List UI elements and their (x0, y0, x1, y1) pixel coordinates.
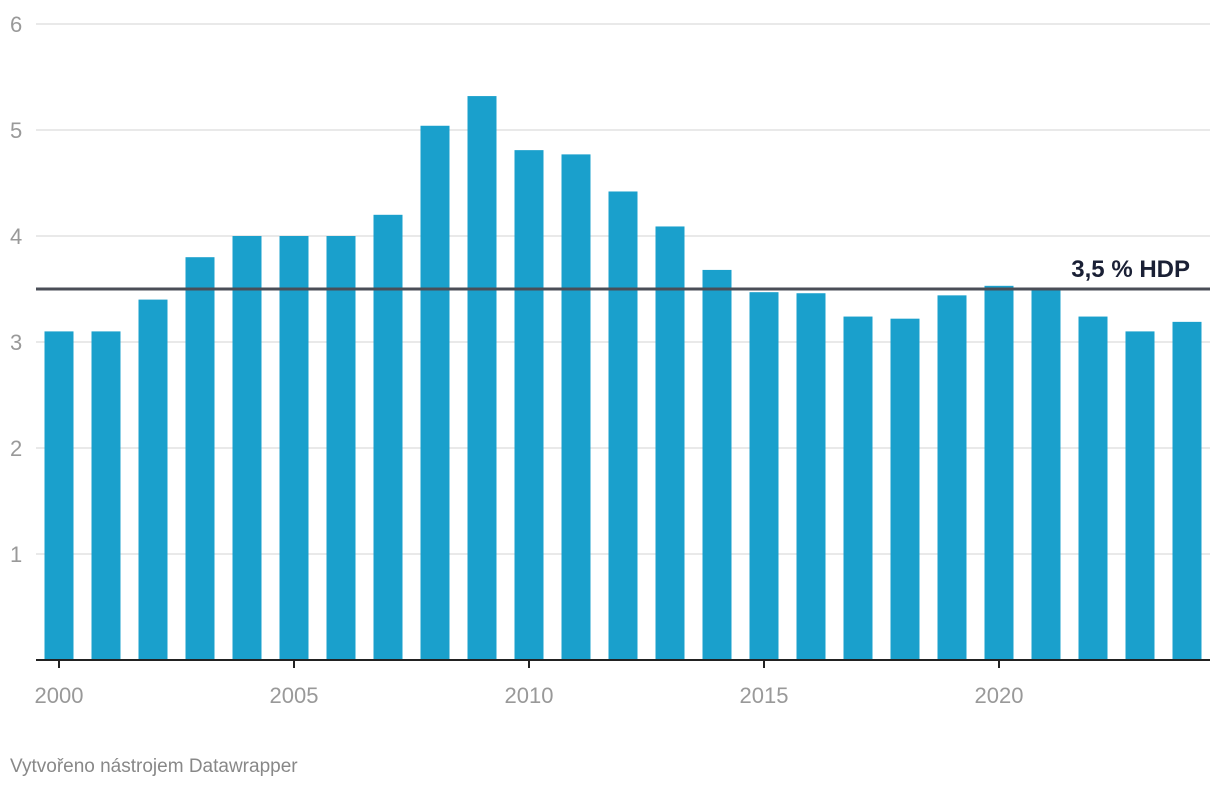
reference-line-label: 3,5 % HDP (1071, 256, 1190, 283)
bar-2012 (608, 191, 638, 661)
bar-2017 (843, 316, 873, 660)
bar-2002 (138, 299, 168, 660)
x-tick-label: 2020 (975, 683, 1024, 708)
bar-2020 (984, 285, 1014, 660)
bar-2023 (1125, 331, 1155, 660)
bar-2013 (655, 226, 685, 660)
bar-2014 (702, 269, 732, 660)
bar-2011 (561, 154, 591, 660)
bar-2005 (279, 236, 309, 660)
y-tick-label: 5 (10, 118, 22, 143)
x-tick-label: 2010 (505, 683, 554, 708)
y-tick-label: 2 (10, 436, 22, 461)
bar-2021 (1031, 290, 1061, 660)
bar-2001 (91, 331, 121, 660)
bar-2018 (890, 318, 920, 660)
x-tick-label: 2015 (740, 683, 789, 708)
datawrapper-credit: Vytvořeno nástrojem Datawrapper (10, 756, 298, 777)
bar-2006 (326, 236, 356, 660)
y-tick-label: 3 (10, 330, 22, 355)
y-axis-ticks: 1 2 3 4 5 6 (10, 12, 22, 567)
bar-2015 (749, 292, 779, 660)
bar-2022 (1078, 316, 1108, 660)
bar-2007 (373, 214, 403, 661)
bar-2004 (232, 236, 262, 660)
bar-chart: 1 2 3 4 5 6 2000 2005 2010 2015 2020 3,5 % HDP (10, 12, 1210, 708)
bar-2010 (514, 150, 544, 660)
bar-2024 (1172, 321, 1202, 660)
y-tick-label: 1 (10, 542, 22, 567)
x-tick-label: 2000 (35, 683, 84, 708)
bar-2019 (937, 295, 967, 660)
bar-2003 (185, 257, 215, 660)
bar-2000 (44, 331, 74, 660)
x-tick-label: 2005 (270, 683, 319, 708)
bar-2009 (467, 96, 497, 660)
y-tick-label: 6 (10, 12, 22, 37)
x-axis-ticks: 2000 2005 2010 2015 2020 (35, 660, 1024, 708)
bar-2016 (796, 293, 826, 660)
y-tick-label: 4 (10, 224, 22, 249)
bar-2008 (420, 125, 450, 660)
bars (44, 96, 1202, 661)
